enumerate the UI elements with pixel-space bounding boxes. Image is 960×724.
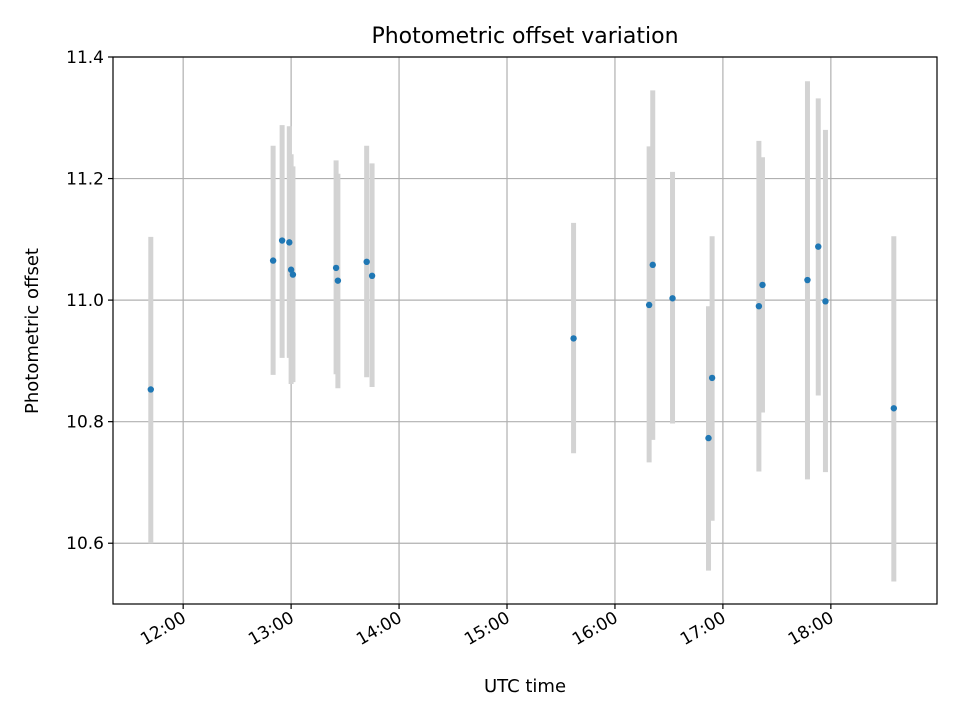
data-point <box>708 374 716 382</box>
data-point <box>804 276 811 284</box>
y-tick-label: 11.4 <box>66 48 104 68</box>
plot-frame <box>112 56 938 605</box>
x-axis-label: UTC time <box>484 676 566 697</box>
data-point <box>287 266 295 273</box>
data-point <box>368 272 376 279</box>
y-tick-label: 10.8 <box>66 413 104 433</box>
data-point <box>705 434 712 442</box>
data-point <box>269 257 277 264</box>
data-point <box>286 239 293 246</box>
data-point <box>890 405 898 412</box>
data-point <box>147 386 154 393</box>
data-point <box>822 298 829 305</box>
data-point <box>759 281 766 289</box>
y-tick-label: 10.6 <box>66 534 104 554</box>
data-point <box>755 302 763 310</box>
data-point <box>289 271 297 278</box>
point-layer <box>147 237 898 442</box>
data-point <box>363 258 370 266</box>
data-point <box>570 335 577 342</box>
data-point <box>278 237 286 244</box>
data-point <box>815 243 822 250</box>
data-point <box>649 261 656 269</box>
chart-title: Photometric offset variation <box>371 24 678 49</box>
y-axis-label: Photometric offset <box>22 248 43 414</box>
data-point <box>334 277 342 284</box>
data-point <box>645 301 653 309</box>
data-point <box>332 264 340 272</box>
data-point <box>669 295 676 302</box>
y-tick-label: 11.2 <box>66 170 104 190</box>
y-tick-label: 11.0 <box>66 291 104 311</box>
